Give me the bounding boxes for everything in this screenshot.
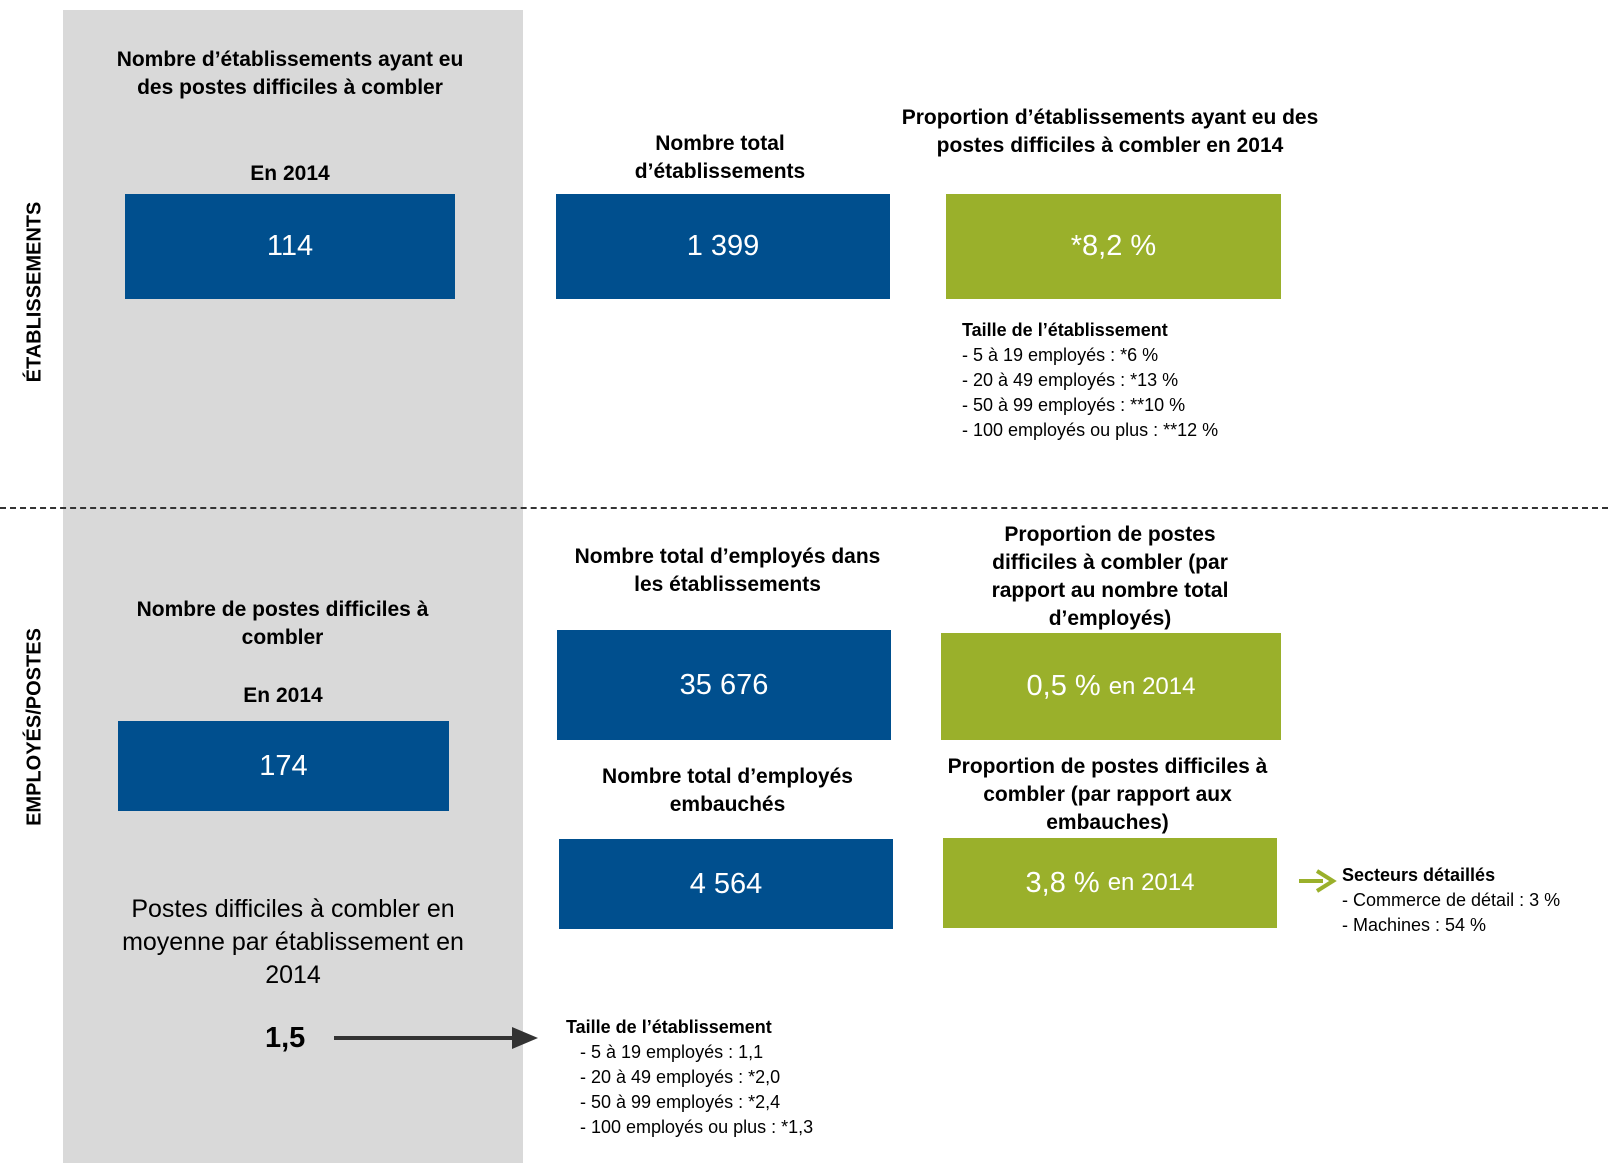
- total-employees-value: 35 676: [679, 668, 769, 701]
- proportion-hires-box: 3,8 % en 2014: [943, 838, 1277, 928]
- difficult-positions-value: 174: [259, 749, 308, 782]
- proportion-employees-suffix: en 2014: [1108, 672, 1196, 700]
- total-establishments-value: 1 399: [686, 230, 760, 262]
- bottom-size-item: - 50 à 99 employés : *2,4: [580, 1092, 781, 1112]
- total-hired-title: Nombre total d’employés embauchés: [602, 765, 853, 816]
- total-employees-title: Nombre total d’employés dans les établis…: [574, 545, 881, 596]
- average-text: Postes difficiles à combler en moyenne p…: [122, 895, 464, 989]
- proportion-hires-suffix: en 2014: [1107, 869, 1195, 896]
- proportion-establishments-box: *8,2 %: [946, 194, 1281, 299]
- total-employees-box: 35 676: [557, 630, 891, 740]
- section-divider: [0, 507, 1608, 509]
- difficult-positions-title: Nombre de postes difficiles à combler: [136, 598, 429, 649]
- proportion-establishments-title: Proportion d’établissements ayant eu des…: [901, 106, 1319, 157]
- bottom-size-item: - 100 employés ou plus : *1,3: [580, 1117, 814, 1137]
- top-size-item: - 20 à 49 employés : *13 %: [962, 370, 1179, 390]
- difficult-positions-year: En 2014: [243, 684, 323, 707]
- proportion-establishments-value: *8,2 %: [1070, 230, 1157, 262]
- section-label-establishments: ÉTABLISSEMENTS: [23, 201, 46, 383]
- bottom-size-item: - 5 à 19 employés : 1,1: [580, 1042, 764, 1062]
- proportion-hires-value: 3,8 %: [1025, 866, 1100, 899]
- difficult-establishments-value: 114: [266, 230, 314, 262]
- total-hired-value: 4 564: [689, 867, 763, 900]
- sectors-title: Secteurs détaillés: [1342, 865, 1496, 885]
- proportion-employees-title: Proportion de postes difficiles à comble…: [991, 523, 1229, 630]
- top-size-breakdown: Taille de l’établissement - 5 à 19 emplo…: [962, 318, 1218, 443]
- top-size-item: - 100 employés ou plus : **12 %: [962, 420, 1219, 440]
- total-establishments-title: Nombre total d’établissements: [634, 132, 806, 183]
- difficult-establishments-title: Nombre d’établissements ayant eu des pos…: [116, 48, 464, 99]
- top-size-item: - 5 à 19 employés : *6 %: [962, 345, 1159, 365]
- sector-item: - Commerce de détail : 3 %: [1342, 890, 1561, 910]
- arrow-right-icon: [334, 1027, 538, 1049]
- proportion-employees-box: 0,5 % en 2014: [941, 633, 1281, 740]
- bottom-size-breakdown-title: Taille de l’établissement: [566, 1017, 772, 1037]
- top-size-breakdown-title: Taille de l’établissement: [962, 320, 1168, 340]
- difficult-establishments-box: 114: [125, 194, 455, 299]
- section-label-employees: EMPLOYÉS/POSTES: [23, 628, 46, 826]
- bottom-size-item: - 20 à 49 employés : *2,0: [580, 1067, 781, 1087]
- green-arrow-icon: [1299, 869, 1337, 893]
- proportion-hires-title: Proportion de postes difficiles à comble…: [947, 755, 1268, 834]
- difficult-positions-box: 174: [118, 721, 449, 811]
- total-establishments-box: 1 399: [556, 194, 890, 299]
- bottom-size-breakdown: Taille de l’établissement - 5 à 19 emplo…: [566, 1015, 813, 1140]
- proportion-employees-value: 0,5 %: [1026, 670, 1101, 702]
- average-value: 1,5: [265, 1022, 306, 1054]
- top-size-item: - 50 à 99 employés : **10 %: [962, 395, 1186, 415]
- sector-item: - Machines : 54 %: [1342, 915, 1487, 935]
- difficult-establishments-year: En 2014: [250, 162, 330, 185]
- total-hired-box: 4 564: [559, 839, 893, 929]
- sectors-list: Secteurs détaillés - Commerce de détail …: [1342, 863, 1560, 938]
